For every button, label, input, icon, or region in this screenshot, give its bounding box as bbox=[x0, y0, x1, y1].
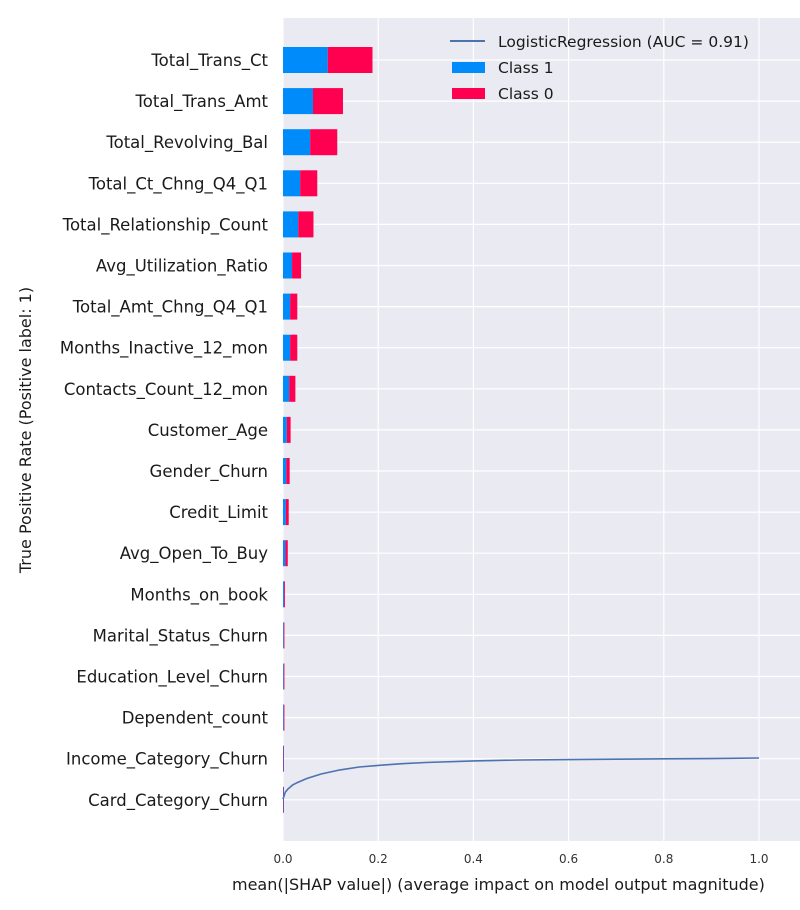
category-label: Total_Trans_Amt bbox=[135, 92, 269, 112]
category-label: Dependent_count bbox=[122, 709, 269, 729]
roc-curve-line bbox=[282, 757, 760, 800]
bar-class-1 bbox=[283, 211, 299, 238]
legend-entry-class-1: Class 1 bbox=[498, 59, 554, 77]
category-label: Gender_Churn bbox=[150, 462, 268, 482]
category-label: Avg_Utilization_Ratio bbox=[96, 257, 268, 277]
bar-class-1 bbox=[283, 170, 301, 197]
bar-class-1 bbox=[283, 129, 311, 156]
bar-class-1 bbox=[283, 47, 328, 73]
bar-class-1 bbox=[283, 786, 284, 813]
legend: LogisticRegression (AUC = 0.91) Class 1 … bbox=[450, 33, 749, 103]
bar-class-0 bbox=[283, 622, 285, 649]
bar-class-0 bbox=[300, 170, 318, 197]
bar-class-1 bbox=[283, 458, 287, 484]
bar-class-0 bbox=[283, 663, 285, 690]
bar-class-1 bbox=[283, 663, 284, 690]
category-label: Total_Amt_Chng_Q4_Q1 bbox=[72, 298, 268, 318]
x-tick-label: 0.2 bbox=[369, 852, 388, 866]
bar-class-0 bbox=[290, 293, 298, 320]
bar-class-1 bbox=[283, 88, 313, 115]
bar-class-0 bbox=[312, 88, 343, 115]
category-label: Credit_Limit bbox=[169, 503, 268, 523]
bars-layer bbox=[283, 47, 373, 813]
category-label: Total_Relationship_Count bbox=[62, 215, 269, 235]
bar-class-1 bbox=[283, 581, 284, 608]
bar-class-1 bbox=[283, 252, 293, 279]
category-label: Customer_Age bbox=[148, 421, 268, 441]
category-label: Months_Inactive_12_mon bbox=[60, 339, 268, 359]
bar-class-0 bbox=[285, 540, 288, 567]
bar-class-0 bbox=[310, 129, 338, 156]
category-label: Income_Category_Churn bbox=[66, 750, 268, 770]
bar-class-0 bbox=[283, 704, 285, 731]
legend-swatch-class-0 bbox=[452, 88, 485, 99]
grid-layer bbox=[282, 18, 800, 841]
x-tick-labels: 0.0 0.2 0.4 0.6 0.8 1.0 bbox=[273, 852, 768, 866]
category-label: Total_Trans_Ct bbox=[150, 51, 268, 71]
legend-swatch-class-1 bbox=[452, 62, 485, 73]
category-label: Contacts_Count_12_mon bbox=[64, 380, 268, 400]
category-label: Education_Level_Churn bbox=[76, 668, 268, 688]
bar-class-1 bbox=[283, 704, 284, 731]
category-label: Months_on_book bbox=[130, 585, 268, 605]
bar-class-0 bbox=[290, 334, 298, 361]
bar-class-1 bbox=[283, 334, 291, 361]
bar-class-0 bbox=[289, 375, 296, 402]
bar-class-1 bbox=[283, 293, 291, 320]
bar-class-0 bbox=[298, 211, 314, 238]
category-label: Card_Category_Churn bbox=[88, 791, 268, 811]
bar-class-0 bbox=[292, 252, 302, 279]
bar-class-1 bbox=[283, 499, 286, 526]
bar-class-1 bbox=[283, 416, 287, 443]
x-tick-label: 0.4 bbox=[464, 852, 483, 866]
x-tick-label: 0.0 bbox=[273, 852, 292, 866]
bar-class-0 bbox=[285, 499, 289, 526]
bar-class-1 bbox=[283, 745, 284, 772]
category-label: Total_Ct_Chng_Q4_Q1 bbox=[88, 174, 268, 194]
legend-entry-class-0: Class 0 bbox=[498, 85, 554, 103]
bar-class-0 bbox=[327, 47, 373, 73]
bar-class-1 bbox=[283, 540, 286, 567]
bar-class-0 bbox=[283, 786, 284, 813]
category-label: Marital_Status_Churn bbox=[93, 626, 268, 646]
line-layer bbox=[282, 757, 760, 800]
x-axis-title: mean(|SHAP value|) (average impact on mo… bbox=[232, 875, 765, 894]
bar-class-0 bbox=[283, 581, 285, 608]
bar-class-0 bbox=[283, 745, 284, 772]
y-axis-title: True Positive Rate (Positive label: 1) bbox=[16, 287, 35, 574]
category-label: Avg_Open_To_Buy bbox=[120, 544, 269, 564]
bar-class-0 bbox=[286, 416, 291, 443]
x-tick-label: 0.8 bbox=[654, 852, 673, 866]
x-tick-label: 0.6 bbox=[559, 852, 578, 866]
x-tick-label: 1.0 bbox=[749, 852, 768, 866]
bar-class-0 bbox=[286, 458, 290, 484]
category-labels: Total_Trans_Ct Total_Trans_Amt Total_Revol… bbox=[60, 51, 269, 811]
legend-entry-logistic-regression: LogisticRegression (AUC = 0.91) bbox=[498, 33, 749, 51]
bar-class-1 bbox=[283, 622, 284, 649]
category-label: Total_Revolving_Bal bbox=[105, 133, 268, 153]
bar-class-1 bbox=[283, 375, 290, 402]
